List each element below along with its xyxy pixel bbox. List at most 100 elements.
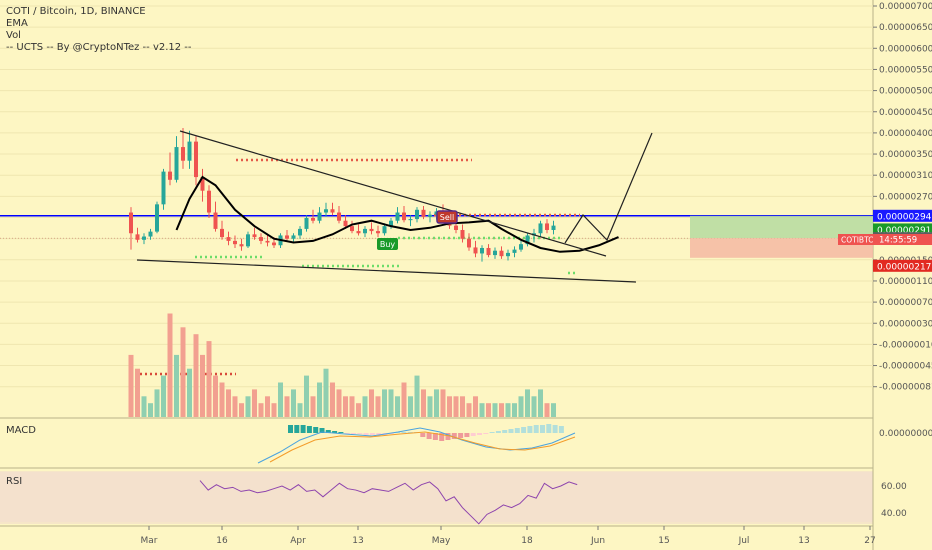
volume-bar bbox=[356, 403, 361, 417]
rsi-axis-label: 60.00 bbox=[881, 482, 907, 492]
price-tick-label: 0.00000110 bbox=[879, 277, 932, 287]
macd-histogram-bar bbox=[508, 429, 514, 433]
candle-body bbox=[480, 247, 484, 254]
time-tick-label: May bbox=[432, 536, 451, 546]
candle-body bbox=[174, 147, 179, 180]
macd-histogram-bar bbox=[313, 427, 319, 433]
macd-histogram-bar bbox=[464, 433, 470, 437]
candle-body bbox=[415, 209, 419, 220]
macd-histogram-bar bbox=[332, 431, 338, 433]
candle-body bbox=[499, 250, 504, 257]
candle-body bbox=[467, 238, 471, 248]
macd-histogram-bar bbox=[540, 425, 545, 433]
pair-tag-bg bbox=[838, 234, 873, 245]
candle-body bbox=[252, 234, 257, 238]
macd-histogram-bar bbox=[357, 433, 363, 434]
candle-body bbox=[460, 229, 465, 239]
volume-bar bbox=[551, 403, 556, 417]
volume-bar bbox=[193, 334, 199, 417]
macd-histogram-bar bbox=[533, 425, 539, 433]
volume-bar bbox=[395, 396, 400, 417]
badge-blue-price: 0.00000294 bbox=[877, 212, 932, 222]
candle-body bbox=[226, 237, 231, 241]
candle-body bbox=[382, 226, 387, 234]
volume-bar bbox=[460, 396, 465, 417]
volume-bar bbox=[265, 396, 270, 417]
candle-body bbox=[421, 209, 426, 217]
price-tick-label: 0.00000650 bbox=[879, 23, 932, 33]
time-tick-label: 16 bbox=[216, 536, 228, 546]
symbol-title[interactable]: COTI / Bitcoin, 1D, BINANCE bbox=[6, 6, 146, 17]
candle-body bbox=[545, 223, 549, 230]
volume-bar bbox=[278, 382, 283, 417]
rsi-label[interactable]: RSI bbox=[6, 476, 23, 487]
candle-body bbox=[213, 212, 218, 229]
rsi-band bbox=[0, 472, 873, 522]
candle-body bbox=[304, 217, 309, 229]
time-tick-label: Mar bbox=[141, 536, 158, 546]
candle-body bbox=[402, 212, 406, 221]
candle-body bbox=[408, 219, 413, 221]
volume-bar bbox=[427, 396, 433, 417]
candle-body bbox=[168, 171, 172, 180]
macd-histogram-bar bbox=[458, 433, 464, 438]
candle-body bbox=[239, 244, 244, 247]
price-tick-label: 0.00000310 bbox=[879, 171, 932, 181]
candle-body bbox=[343, 220, 348, 227]
macd-histogram-bar bbox=[306, 426, 312, 433]
volume-bar bbox=[154, 389, 160, 417]
price-tick-label: 0.00000500 bbox=[879, 87, 932, 97]
legend-ucts[interactable]: -- UCTS -- By @CryptoNTez -- v2.12 -- bbox=[6, 42, 192, 53]
time-tick-label: Jul bbox=[738, 536, 750, 546]
volume-bar bbox=[180, 327, 186, 417]
macd-label[interactable]: MACD bbox=[6, 425, 36, 436]
badge-blue-price-bg bbox=[873, 209, 932, 222]
macd-histogram-bar bbox=[439, 433, 445, 441]
volume-bar bbox=[512, 403, 517, 417]
macd-histogram-bar bbox=[426, 433, 432, 439]
legend-ema[interactable]: EMA bbox=[6, 18, 28, 29]
candle-body bbox=[129, 212, 133, 234]
volume-bar bbox=[518, 396, 524, 417]
time-tick-label: Jun bbox=[590, 536, 605, 546]
candle-body bbox=[220, 228, 224, 238]
volume-bar bbox=[453, 396, 459, 417]
volume-bar bbox=[232, 396, 238, 417]
candle-body bbox=[200, 177, 205, 191]
price-tick-label: 0.00000350 bbox=[879, 150, 932, 160]
macd-histogram-bar bbox=[376, 433, 382, 435]
macd-histogram-bar bbox=[319, 428, 325, 433]
macd-signal-line bbox=[269, 431, 576, 463]
candle-body bbox=[265, 240, 270, 243]
time-tick-label: 27 bbox=[864, 536, 875, 546]
stop-zone bbox=[690, 238, 873, 258]
legend-vol[interactable]: Vol bbox=[6, 30, 21, 41]
macd-histogram-bar bbox=[477, 433, 482, 435]
candle-body bbox=[519, 244, 523, 250]
candle-body bbox=[538, 223, 543, 234]
volume-bar bbox=[525, 389, 530, 417]
candle-body bbox=[259, 237, 263, 241]
candle-body bbox=[506, 252, 510, 257]
volume-bar bbox=[258, 403, 264, 417]
volume-bar bbox=[369, 389, 374, 417]
candle-body bbox=[317, 212, 322, 221]
macd-line bbox=[257, 427, 576, 464]
candle-body bbox=[207, 190, 211, 213]
countdown-bg bbox=[873, 234, 932, 245]
volume-bar bbox=[434, 389, 439, 417]
badge-green-price: 0.00000291 bbox=[877, 226, 931, 236]
macd-histogram-bar bbox=[502, 430, 508, 433]
time-tick-label: 15 bbox=[658, 536, 669, 546]
candle-body bbox=[525, 235, 530, 245]
candle-body bbox=[395, 212, 400, 221]
candle-body bbox=[473, 247, 478, 254]
macd-histogram-bar bbox=[489, 432, 495, 433]
macd-histogram-bar bbox=[483, 433, 489, 434]
candle-body bbox=[330, 209, 335, 213]
volume-bar bbox=[479, 403, 485, 417]
candle-body bbox=[428, 214, 432, 217]
time-tick-label: 13 bbox=[798, 536, 809, 546]
volume-bar bbox=[206, 341, 212, 417]
